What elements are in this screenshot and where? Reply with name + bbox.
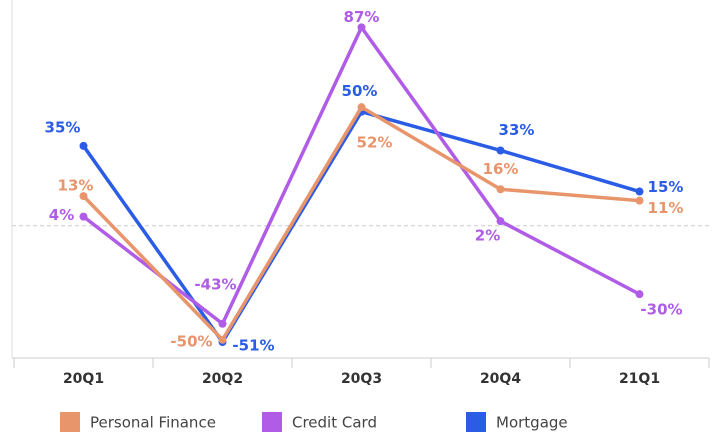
value-label: 11% [648, 199, 684, 217]
point [357, 23, 366, 32]
value-label: -50% [170, 332, 212, 350]
value-label: 16% [483, 160, 519, 178]
point [79, 192, 88, 201]
point [496, 146, 505, 155]
point [496, 217, 505, 226]
value-label: 33% [499, 121, 535, 139]
line [82, 25, 641, 326]
point [635, 196, 644, 205]
point [635, 187, 644, 196]
x-tick-label: 20Q4 [480, 371, 521, 387]
point [218, 335, 227, 344]
value-label: 52% [357, 134, 393, 152]
point [357, 103, 366, 112]
x-tick-label: 20Q3 [341, 371, 382, 387]
value-label: 4% [49, 206, 74, 224]
legend-label: Mortgage [496, 414, 568, 432]
value-label: -51% [232, 337, 274, 355]
point [496, 185, 505, 194]
legend-label: Personal Finance [90, 414, 216, 432]
legend-label: Credit Card [292, 414, 377, 432]
x-tick-label: 20Q2 [202, 371, 243, 387]
x-tick-label: 20Q1 [63, 371, 104, 387]
point [79, 141, 88, 150]
value-label: 2% [475, 227, 500, 245]
value-label: 13% [58, 177, 94, 195]
value-label: -30% [640, 301, 682, 319]
legend-swatch [60, 412, 80, 432]
x-tick-label: 21Q1 [619, 371, 660, 387]
legend-swatch [466, 412, 486, 432]
legend-swatch [262, 412, 282, 432]
value-label: 35% [45, 118, 81, 136]
value-label: -43% [194, 275, 236, 293]
point [218, 319, 227, 328]
value-label: 50% [342, 82, 378, 100]
point [635, 290, 644, 299]
value-label: 15% [648, 178, 684, 196]
point [79, 212, 88, 221]
value-label: 87% [344, 8, 380, 26]
